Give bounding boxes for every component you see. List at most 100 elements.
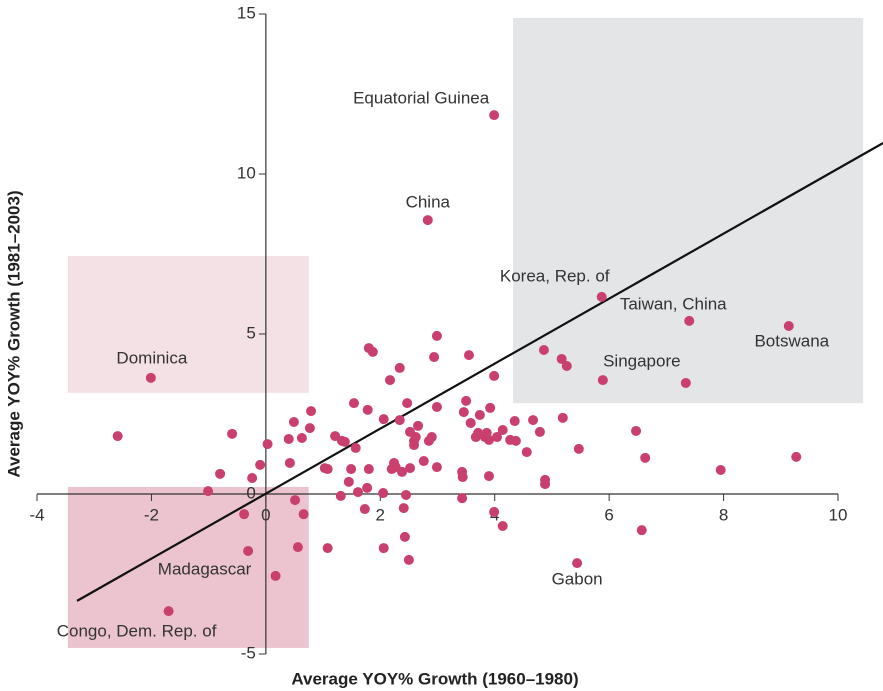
point	[489, 506, 500, 517]
point	[422, 215, 433, 226]
point	[534, 426, 545, 437]
point	[413, 420, 424, 431]
point-label: Korea, Rep. of	[500, 266, 610, 285]
point	[405, 463, 416, 474]
point	[335, 490, 346, 501]
point	[339, 436, 350, 447]
point	[247, 473, 258, 483]
x-tick-label: 0	[261, 505, 270, 524]
point	[378, 414, 389, 425]
point	[429, 352, 440, 363]
point	[538, 345, 549, 355]
y-tick-label: 10	[237, 163, 256, 182]
point	[631, 425, 642, 436]
point	[540, 479, 551, 490]
region	[513, 17, 864, 404]
point	[597, 375, 608, 386]
point	[394, 362, 405, 373]
point	[270, 570, 281, 581]
point	[521, 447, 532, 458]
x-tick-label: 2	[376, 505, 385, 524]
point	[350, 442, 361, 453]
point	[461, 395, 472, 406]
point	[573, 443, 584, 454]
point	[409, 440, 420, 451]
point	[684, 315, 695, 326]
point-label: Dominica	[116, 348, 187, 367]
point	[239, 509, 250, 520]
point	[596, 291, 607, 302]
point	[346, 464, 357, 475]
point	[385, 375, 396, 386]
point	[483, 434, 494, 445]
point	[398, 503, 409, 514]
point	[394, 415, 405, 426]
point	[378, 543, 389, 554]
point-label: Botswana	[754, 331, 829, 350]
point	[255, 459, 266, 470]
point	[298, 509, 309, 520]
point	[492, 432, 503, 443]
y-tick-label: 15	[237, 3, 256, 22]
point	[510, 435, 521, 446]
point	[399, 531, 410, 542]
point	[288, 417, 299, 427]
point	[636, 525, 647, 536]
point	[557, 412, 568, 423]
point	[352, 487, 363, 498]
x-tick-label: 10	[829, 505, 848, 524]
point	[463, 350, 474, 361]
point	[112, 431, 123, 442]
point	[509, 416, 520, 427]
point	[348, 398, 359, 409]
point	[465, 417, 476, 428]
point	[306, 406, 317, 417]
point	[457, 493, 468, 504]
x-tick-label: 8	[719, 505, 728, 524]
point	[359, 504, 370, 515]
point	[485, 402, 496, 413]
point	[715, 465, 726, 475]
region	[67, 255, 309, 393]
point	[528, 415, 539, 426]
point	[431, 330, 442, 341]
point-label: Gabon	[552, 570, 603, 589]
point	[243, 545, 254, 556]
point	[489, 370, 500, 381]
point	[474, 409, 485, 420]
point	[489, 110, 500, 121]
point	[410, 432, 421, 443]
point	[145, 372, 156, 383]
point	[561, 361, 572, 371]
point	[791, 451, 802, 462]
point	[362, 482, 373, 493]
point-label: Taiwan, China	[620, 294, 727, 313]
point	[458, 407, 469, 418]
y-tick-label: 5	[246, 323, 255, 342]
point-label: Singapore	[603, 352, 681, 371]
point	[203, 486, 214, 497]
point	[402, 398, 413, 409]
point-label: Congo, Dem. Rep. of	[57, 622, 217, 641]
point	[418, 456, 429, 467]
point	[426, 432, 437, 443]
point-label: Equatorial Guinea	[353, 89, 490, 108]
point	[431, 462, 442, 473]
point	[497, 521, 508, 531]
point	[783, 321, 794, 331]
point	[483, 471, 494, 482]
point	[283, 433, 294, 444]
y-axis-title: Average YOY% Growth (1981–2003)	[4, 190, 23, 477]
point	[284, 457, 295, 468]
point	[363, 464, 374, 475]
point	[556, 353, 567, 364]
point	[322, 464, 333, 475]
point	[497, 425, 508, 435]
point	[640, 452, 651, 463]
x-tick-label: -4	[29, 505, 44, 524]
point	[397, 466, 408, 477]
point	[304, 423, 315, 434]
y-tick-label: 0	[246, 483, 255, 502]
region	[67, 486, 309, 648]
